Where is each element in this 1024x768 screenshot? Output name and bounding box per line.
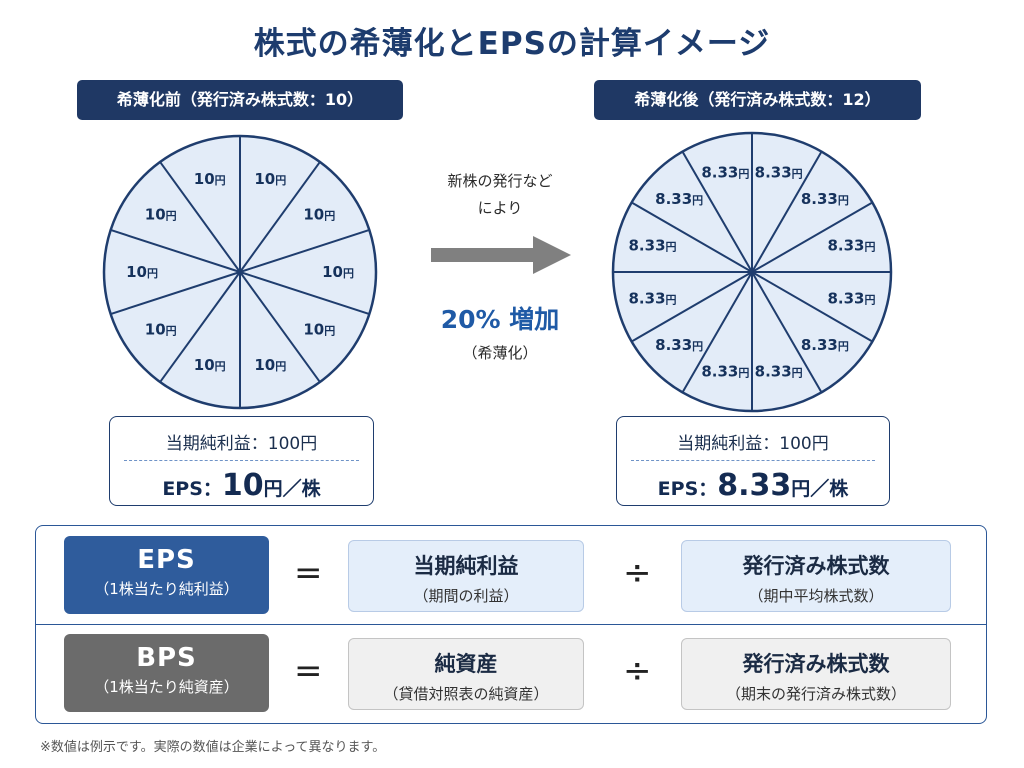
eps-name: EPS [137, 545, 196, 575]
before-eps-box: 当期純利益：100円 EPS：10円／株 [109, 416, 374, 506]
after-slice-divider [681, 271, 753, 393]
footnote: ※数値は例示です。実際の数値は企業によって異なります。 [40, 740, 386, 755]
bps-numerator-box: 純資産 （貸借対照表の純資産） [348, 638, 584, 710]
after-slice-label: 8.33円 [629, 290, 677, 308]
bps-name-box: BPS （1株当たり純資産） [64, 634, 269, 712]
after-slice-divider [751, 271, 873, 343]
eps-label: EPS： [162, 478, 222, 500]
after-slice-divider [751, 151, 823, 273]
eps-value: 10 [221, 468, 264, 503]
bps-name: BPS [136, 643, 197, 673]
before-slice-label: 10円 [303, 205, 335, 223]
eps-unit: 円／株 [263, 478, 321, 500]
after-eps-box: 当期純利益：100円 EPS：8.33円／株 [616, 416, 890, 506]
after-slice-label: 8.33円 [801, 336, 849, 354]
bps-equals: = [294, 651, 323, 691]
arrow-annotation: 新株の発行など により 20% 増加 （希薄化） [425, 168, 575, 363]
right-arrow-icon [431, 236, 571, 274]
before-slice-label: 10円 [322, 263, 354, 281]
before-slice-divider [110, 271, 241, 315]
before-slice-label: 10円 [145, 321, 177, 339]
after-label: 希薄化後（発行済み株式数：12） [594, 80, 921, 120]
before-eps: EPS：10円／株 [110, 468, 373, 503]
before-slice-divider [159, 271, 241, 383]
after-slice-divider [681, 151, 753, 273]
before-slice-divider [110, 229, 241, 273]
before-slice-label: 10円 [126, 263, 158, 281]
bps-numerator-sub: （貸借対照表の純資産） [383, 685, 549, 703]
before-slice-label: 10円 [254, 170, 286, 188]
after-slice-divider [631, 271, 753, 343]
eps-numerator-sub: （期間の利益） [413, 587, 519, 605]
eps-denominator-sub: （期中平均株式数） [748, 587, 884, 605]
after-slice-label: 8.33円 [655, 190, 703, 208]
after-slice-divider [751, 201, 873, 273]
dilution-note: （希薄化） [462, 344, 538, 362]
after-slice-label: 8.33円 [701, 164, 749, 182]
after-eps: EPS：8.33円／株 [617, 468, 889, 503]
before-slice-label: 10円 [145, 205, 177, 223]
formula-divider [36, 624, 986, 625]
eps-divide: ÷ [623, 553, 652, 593]
before-slice-label: 10円 [194, 170, 226, 188]
after-slice-label: 8.33円 [801, 190, 849, 208]
dashed-divider [631, 460, 875, 461]
before-slice-divider [239, 271, 321, 383]
eps-value: 8.33 [717, 468, 792, 503]
bps-denominator: 発行済み株式数 [742, 652, 890, 676]
after-slice-label: 8.33円 [755, 164, 803, 182]
before-slice-divider [239, 271, 370, 315]
after-slice-label: 8.33円 [827, 290, 875, 308]
after-slice-divider [631, 201, 753, 273]
bps-denominator-box: 発行済み株式数 （期末の発行済み株式数） [681, 638, 951, 710]
eps-name-sub: （1株当たり純利益） [94, 580, 239, 598]
page-title: 株式の希薄化とEPSの計算イメージ [253, 26, 771, 62]
before-net-profit: 当期純利益：100円 [165, 434, 318, 454]
after-slice-label: 8.33円 [701, 362, 749, 380]
eps-name-box: EPS （1株当たり純利益） [64, 536, 269, 614]
eps-denominator-box: 発行済み株式数 （期中平均株式数） [681, 540, 951, 612]
bps-divide: ÷ [623, 651, 652, 691]
dilution-percent: 20% 増加 [440, 305, 560, 334]
after-slice-label: 8.33円 [655, 336, 703, 354]
before-slice-divider [159, 161, 241, 273]
pie-before: 10円 10円 10円 10円 10円 10円 10円 10円 10円 10円 [102, 134, 378, 410]
before-slice-label: 10円 [194, 356, 226, 374]
after-slice-label: 8.33円 [755, 362, 803, 380]
eps-denominator: 発行済み株式数 [742, 554, 890, 578]
after-slice-label: 8.33円 [629, 236, 677, 254]
arrow-text-line1: 新株の発行など [447, 172, 553, 190]
arrow-text-line2: により [477, 199, 523, 217]
pie-after: 8.33円 8.33円 8.33円 8.33円 8.33円 8.33円 8.33円 8.33円… [611, 131, 893, 413]
formula-panel: EPS （1株当たり純利益） = 当期純利益 （期間の利益） ÷ 発行済み株式数… [35, 525, 987, 724]
dashed-divider [124, 460, 359, 461]
eps-equals: = [294, 553, 323, 593]
after-slice-divider [751, 271, 823, 393]
bps-denominator-sub: （期末の発行済み株式数） [725, 685, 906, 703]
before-slice-divider [239, 161, 321, 273]
before-label: 希薄化前（発行済み株式数：10） [77, 80, 403, 120]
before-slice-divider [239, 229, 370, 273]
eps-numerator-box: 当期純利益 （期間の利益） [348, 540, 584, 612]
before-slice-label: 10円 [303, 321, 335, 339]
after-net-profit: 当期純利益：100円 [677, 434, 829, 454]
bps-numerator: 純資産 [434, 652, 498, 676]
after-slice-label: 8.33円 [827, 236, 875, 254]
bps-name-sub: （1株当たり純資産） [94, 678, 239, 696]
before-slice-label: 10円 [254, 356, 286, 374]
eps-label: EPS： [657, 478, 718, 500]
eps-numerator: 当期純利益 [413, 554, 519, 578]
eps-unit: 円／株 [791, 478, 849, 500]
